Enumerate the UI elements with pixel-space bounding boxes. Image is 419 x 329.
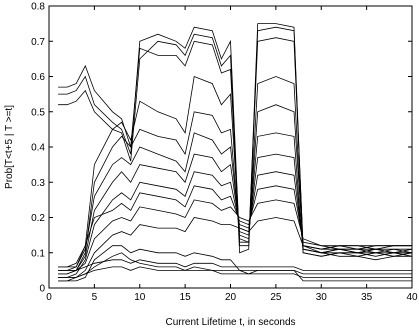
x-tick-label: 40 [406, 292, 418, 303]
x-axis-ticks: 0 5 10 15 20 25 30 35 40 [46, 6, 418, 303]
series-line-7 [58, 153, 413, 271]
x-tick-label: 30 [316, 292, 328, 303]
x-tick-label: 15 [180, 292, 192, 303]
series-line-11 [58, 217, 412, 278]
y-tick-label: 0.2 [31, 213, 45, 224]
series-line-10 [58, 199, 412, 275]
series-line-14 [58, 266, 412, 278]
x-tick-label: 5 [92, 292, 98, 303]
x-axis-label: Current Lifetime t, in seconds [165, 317, 295, 328]
x-tick-label: 10 [134, 292, 146, 303]
series-line-4 [58, 75, 413, 271]
y-tick-label: 0.3 [31, 178, 45, 189]
y-tick-label: 0.7 [31, 37, 45, 48]
y-axis-ticks: 0 0.1 0.2 0.3 0.4 0.5 0.6 0.7 0.8 [31, 2, 412, 295]
y-tick-label: 0 [39, 284, 45, 295]
x-tick-label: 35 [361, 292, 373, 303]
y-tick-label: 0.1 [31, 248, 45, 259]
series-line-8 [58, 171, 413, 278]
y-tick-label: 0.6 [31, 72, 45, 83]
x-tick-label: 25 [270, 292, 282, 303]
series-line-9 [58, 185, 412, 268]
y-tick-label: 0.5 [31, 107, 45, 118]
y-axis-label: Prob[T<t+5 | T >=t] [4, 105, 15, 189]
y-tick-label: 0.4 [31, 143, 45, 154]
x-tick-label: 20 [225, 292, 237, 303]
series-line-13 [58, 259, 412, 271]
y-tick-label: 0.8 [31, 2, 45, 13]
x-tick-label: 0 [46, 292, 52, 303]
series-line-15 [58, 245, 412, 282]
series-group [58, 23, 413, 282]
